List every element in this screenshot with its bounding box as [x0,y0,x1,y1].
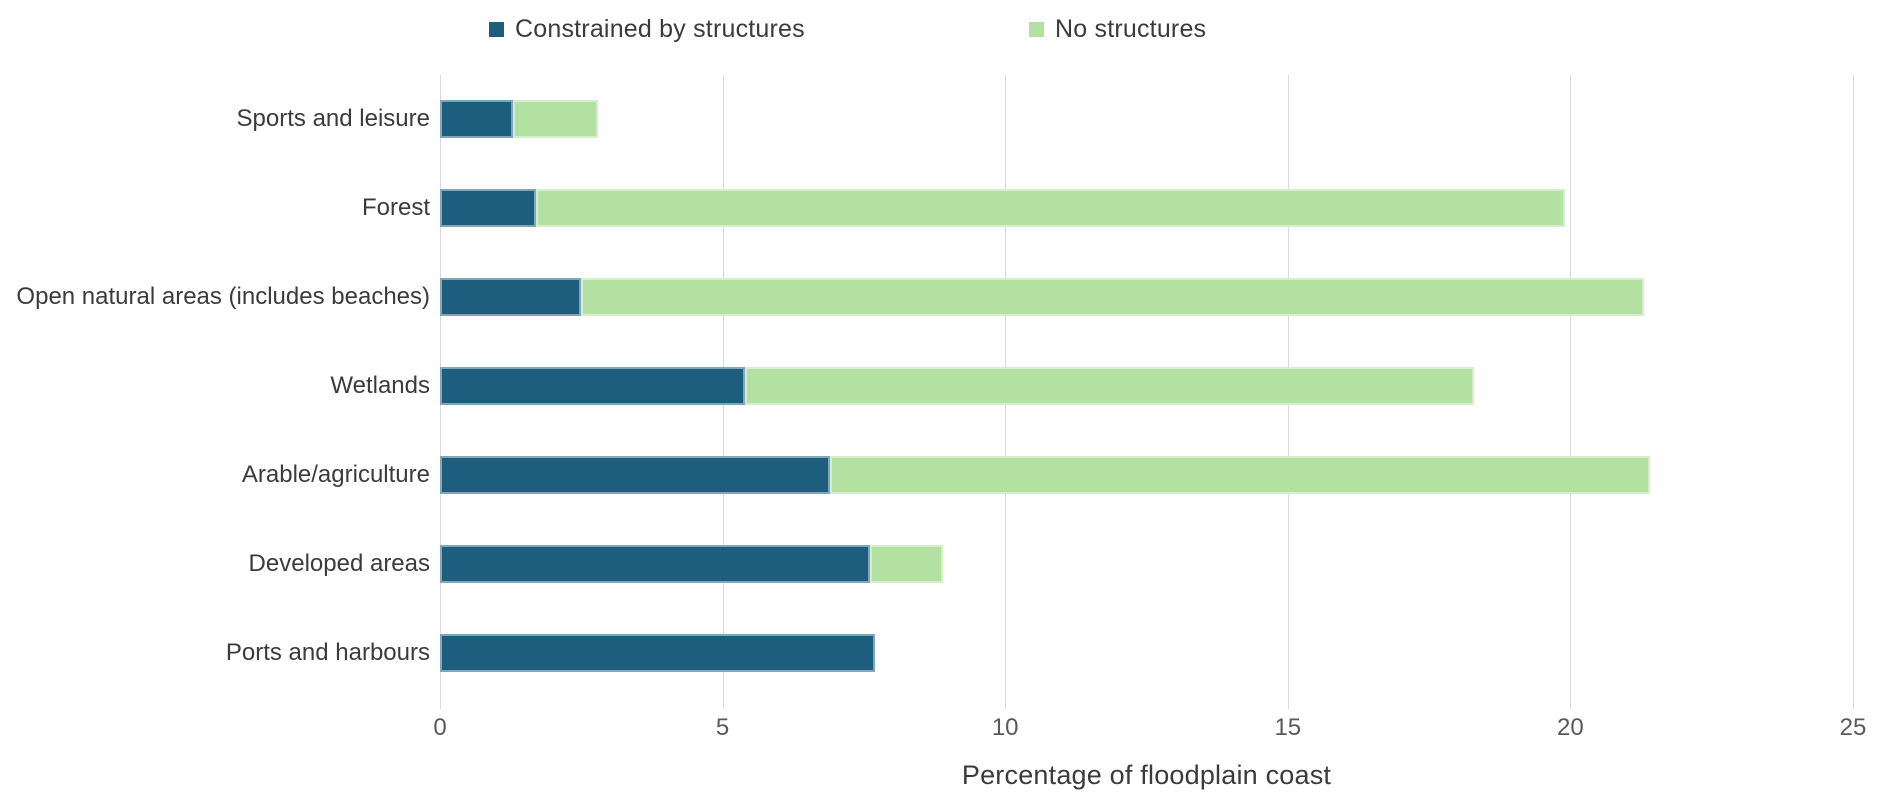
legend-label-constrained: Constrained by structures [515,14,805,43]
category-label: Sports and leisure [236,105,430,133]
x-axis-tick-labels: 0 5 10 15 20 25 [433,714,1866,744]
tick-label: 25 [1839,714,1867,741]
gridline [1570,75,1572,697]
tick-label: 5 [715,714,730,741]
bar-segment-constrained [440,367,746,405]
bar-row [440,189,1565,228]
bar-segment-no-structures [536,189,1565,228]
legend-item-constrained: Constrained by structures [489,13,805,45]
bar-segment-constrained [440,455,830,494]
bar-segment-constrained [440,544,870,583]
x-axis-tickmarks [440,697,1854,709]
legend-label-no-structures: No structures [1055,14,1207,43]
category-label: Arable/agriculture [241,460,430,488]
bar-row [440,278,1644,317]
legend-item-no-structures: No structures [1029,13,1206,45]
bar-row [440,544,944,583]
tickmark [1570,697,1572,709]
bar-segment-constrained [440,189,537,228]
bar-row [440,455,1650,494]
tickmark [1287,697,1289,709]
bar-segment-no-structures [829,455,1650,494]
bar-segment-no-structures [581,278,1644,317]
category-label: Developed areas [248,549,430,577]
bar-segment-no-structures [869,544,944,583]
plot-area [440,75,1854,697]
category-label: Forest [361,194,430,222]
tick-label: 20 [1557,714,1584,741]
tickmark [440,697,441,709]
category-label: Open natural areas (includes beaches) [16,283,430,311]
category-axis-labels: Sports and leisure Forest Open natural are… [0,75,430,697]
category-label: Ports and harbours [225,638,430,666]
bar-segment-no-structures [513,100,599,139]
bar-segment-constrained [440,633,876,672]
bar-segment-constrained [440,100,514,139]
legend-swatch-no-structures [1029,21,1044,37]
legend-swatch-constrained [489,21,504,37]
bar-segment-constrained [440,278,582,317]
category-label: Wetlands [330,372,430,399]
bar-row [440,100,599,139]
tickmark [1853,697,1854,709]
bar-row [440,633,876,672]
tick-label: 0 [433,714,447,741]
tick-label: 10 [991,714,1019,741]
x-axis-title: Percentage of floodplain coast [961,760,1332,790]
bar-segment-no-structures [745,367,1475,405]
tick-label: 15 [1274,714,1302,741]
gridline [1853,75,1854,697]
tickmark [1005,697,1007,709]
bar-row [440,367,1475,405]
tickmark [722,697,724,709]
